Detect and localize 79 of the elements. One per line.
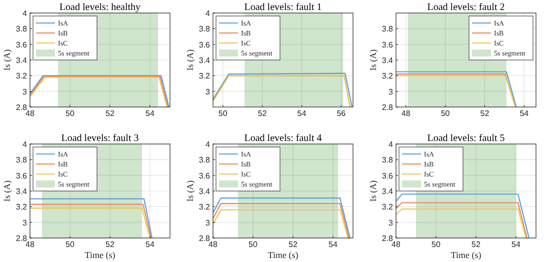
chart-title: Load levels: fault 3 <box>61 133 139 144</box>
y-axis-title: Is (A) <box>368 180 378 202</box>
x-tick-label: 54 <box>328 240 338 249</box>
y-tick-label: 3 <box>206 218 211 228</box>
y-tick-label: 3.8 <box>16 156 28 165</box>
y-tick-label: 3.6 <box>198 40 211 50</box>
y-tick-label: 3.6 <box>382 40 394 50</box>
chart-title: Load levels: fault 2 <box>427 2 505 13</box>
y-tick-label: 3.4 <box>16 187 28 196</box>
chart-title: Load levels: fault 4 <box>244 133 322 144</box>
x-tick-label: 56 <box>336 109 346 118</box>
x-tick-label: 50 <box>440 109 450 118</box>
chart-title: Load levels: fault 1 <box>244 2 322 13</box>
y-axis-title: Is (A) <box>185 180 195 202</box>
x-tick-label: 54 <box>512 240 521 249</box>
y-tick-label: 3.4 <box>198 187 211 196</box>
y-tick-label: 3.4 <box>198 56 211 65</box>
y-tick-label: 3.2 <box>382 202 394 212</box>
x-tick-label: 50 <box>432 240 441 249</box>
y-tick-label: 3 <box>22 218 28 228</box>
x-tick-label: 54 <box>520 109 530 118</box>
x-axis-title: Time (s) <box>450 250 482 260</box>
y-tick-label: 3 <box>206 87 211 96</box>
y-tick-label: 3.2 <box>198 72 211 81</box>
x-tick-label: 52 <box>480 109 490 118</box>
chart-title: Load levels: fault 5 <box>427 133 505 144</box>
x-tick-label: 54 <box>297 109 307 118</box>
x-tick-label: 50 <box>66 109 75 118</box>
x-tick-label: 54 <box>146 109 155 118</box>
y-tick-label: 3.4 <box>382 187 394 196</box>
x-tick-label: 52 <box>106 109 115 118</box>
y-axis-title: Is (A) <box>2 180 12 202</box>
y-tick-label: 4 <box>206 140 211 149</box>
y-tick-label: 3.2 <box>16 202 28 212</box>
y-tick-label: 2.8 <box>16 234 28 243</box>
y-tick-label: 3.8 <box>16 24 28 34</box>
x-tick-label: 54 <box>146 240 155 249</box>
y-tick-label: 3.6 <box>16 171 28 180</box>
x-tick-label: 48 <box>392 240 401 249</box>
x-tick-label: 50 <box>66 240 75 249</box>
x-axis-title: Time (s) <box>268 250 298 260</box>
y-tick-label: 3.6 <box>16 40 28 50</box>
y-axis-title: Is (A) <box>185 49 195 71</box>
x-tick-label: 52 <box>106 240 115 249</box>
x-tick-label: 48 <box>26 240 35 249</box>
y-tick-label: 4 <box>22 9 28 18</box>
chart-title: Load levels: healthy <box>59 2 141 13</box>
y-tick-label: 3.4 <box>382 56 394 65</box>
y-tick-label: 3 <box>388 87 394 96</box>
y-tick-label: 3.8 <box>198 156 211 165</box>
y-tick-label: 2.8 <box>382 234 394 243</box>
y-tick-label: 4 <box>206 9 211 18</box>
y-tick-label: 3.6 <box>382 171 394 180</box>
y-tick-label: 3 <box>22 87 28 96</box>
y-tick-label: 4 <box>22 140 28 149</box>
y-axis-title: Is (A) <box>2 49 12 71</box>
y-tick-label: 3.8 <box>382 156 394 165</box>
y-tick-label: 2.8 <box>198 234 211 243</box>
y-tick-label: 2.8 <box>16 103 28 112</box>
x-tick-label: 48 <box>26 109 35 118</box>
x-tick-label: 48 <box>208 240 218 249</box>
y-tick-label: 3.4 <box>16 56 28 65</box>
y-tick-label: 3.2 <box>382 72 394 81</box>
y-tick-label: 3.8 <box>382 24 394 34</box>
x-tick-label: 48 <box>401 109 411 118</box>
x-tick-label: 50 <box>218 109 228 118</box>
y-tick-label: 3.2 <box>198 202 211 212</box>
y-tick-label: 4 <box>388 140 394 149</box>
x-axis-title: Time (s) <box>84 250 116 260</box>
x-tick-label: 50 <box>248 240 258 249</box>
x-tick-label: 52 <box>288 240 298 249</box>
y-tick-label: 2.8 <box>382 103 394 112</box>
y-tick-label: 3 <box>388 218 394 228</box>
x-tick-label: 52 <box>258 109 268 118</box>
x-tick-label: 52 <box>472 240 481 249</box>
y-axis-title: Is (A) <box>368 49 378 71</box>
y-tick-label: 3.2 <box>16 72 28 81</box>
y-tick-label: 3.8 <box>198 24 211 34</box>
y-tick-label: 3.6 <box>198 171 211 180</box>
